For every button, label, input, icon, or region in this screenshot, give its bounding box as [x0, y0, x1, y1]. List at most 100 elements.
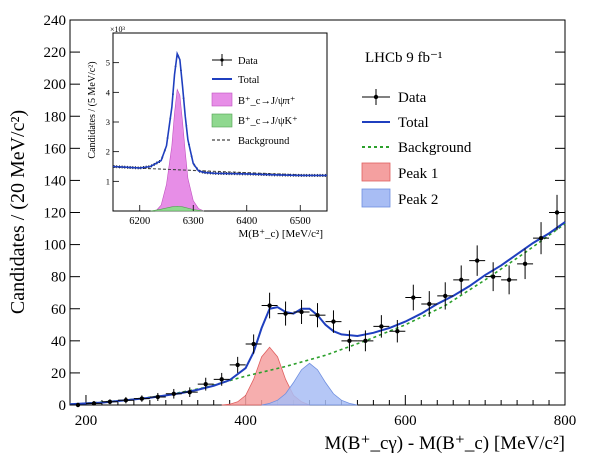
data-point: [469, 245, 486, 276]
data-point: [485, 262, 502, 292]
inset-lines: [112, 50, 328, 177]
y-tick-label: 60: [51, 302, 66, 318]
inset-total-line: [112, 50, 327, 177]
main-legend: Data Total Background Peak 1 Peak 2: [361, 89, 472, 208]
inset-legend-label-kaon: B⁺_c→J/ψK⁺: [238, 116, 298, 127]
data-point-marker: [299, 309, 304, 315]
legend-item-total: Total: [362, 115, 429, 131]
y-tick-label: 140: [44, 173, 67, 189]
data-point-marker: [123, 397, 129, 403]
data-point: [389, 319, 406, 343]
data-point: [373, 315, 390, 338]
x-tick-label: 600: [394, 413, 417, 429]
data-point: [341, 330, 358, 352]
lhcb-annotation: LHCb 9 fb⁻¹: [365, 50, 442, 66]
data-point-marker: [107, 399, 113, 404]
data-point-marker: [75, 402, 81, 408]
data-point-marker: [219, 377, 224, 382]
data-point: [277, 301, 294, 326]
main-data-points: [70, 194, 565, 408]
peak2-area: [261, 362, 358, 406]
x-tick-label: 400: [234, 413, 257, 429]
data-point: [501, 265, 518, 295]
data-point-marker: [235, 362, 240, 368]
data-point: [293, 299, 310, 324]
x-tick-label: 800: [554, 413, 577, 429]
data-point: [309, 303, 326, 328]
inset-background: [90, 25, 340, 250]
legend-label-peak2: Peak 2: [398, 192, 438, 208]
data-point-marker: [347, 338, 352, 344]
inset-y-tick-label: 4: [106, 87, 111, 97]
data-point: [517, 248, 534, 280]
data-point-marker: [522, 261, 528, 267]
legend-label-total: Total: [398, 115, 429, 131]
data-point-marker: [427, 301, 432, 307]
data-point: [405, 284, 422, 311]
legend-item-peak2: Peak 2: [361, 188, 438, 208]
y-tick-label: 180: [44, 109, 67, 125]
data-point: [85, 400, 102, 406]
data-point: [261, 292, 278, 319]
data-point-marker: [139, 396, 145, 401]
data-point-marker: [203, 381, 208, 387]
data-point-marker: [187, 389, 192, 395]
y-tick-label: 220: [44, 45, 67, 61]
y-tick-label: 80: [51, 270, 66, 286]
legend-label-background: Background: [398, 140, 472, 156]
data-point-marker: [490, 274, 496, 279]
legend-label-peak1: Peak 1: [398, 166, 438, 182]
data-point: [245, 334, 262, 354]
inset-x-tick-label: 6500: [290, 216, 311, 227]
data-point: [437, 282, 454, 310]
inset-legend-item-data: Data: [212, 54, 258, 67]
inset-kaon-area: [150, 205, 204, 212]
main-peak-fills: [221, 346, 358, 406]
data-point-marker: [91, 401, 97, 406]
data-point-marker: [379, 324, 384, 329]
data-point-marker: [251, 341, 256, 347]
inset-y-tick-label: 2: [106, 147, 110, 157]
inset-fills: [150, 88, 205, 212]
data-point: [149, 392, 166, 401]
inset-background-line: [112, 166, 328, 177]
y-tick-label: 200: [44, 77, 67, 93]
inset-signal-area: [155, 88, 205, 212]
inset-legend-label-signal: B⁺_c→J/ψπ⁺: [238, 96, 295, 107]
inset-legend-label-total: Total: [238, 75, 260, 86]
inset-legend-item-signal: B⁺_c→J/ψπ⁺: [211, 92, 295, 107]
data-point: [213, 372, 230, 386]
inset-x-tick-label: 6300: [183, 216, 204, 227]
inset-legend-label-background: Background: [238, 136, 290, 147]
data-point-marker: [171, 391, 176, 396]
data-point-marker: [538, 235, 544, 241]
inset-legend-item-kaon: B⁺_c→J/ψK⁺: [211, 113, 298, 128]
data-point-marker: [443, 293, 448, 299]
data-point-marker: [331, 319, 336, 324]
inset-y-multiplier: ×10³: [110, 25, 126, 34]
data-point-marker: [395, 329, 400, 334]
main-fit-lines: [69, 221, 566, 406]
inset-y-tick-label: 3: [106, 117, 110, 127]
y-tick-label: 120: [44, 206, 67, 222]
data-point-marker: [459, 277, 464, 283]
data-point: [549, 194, 565, 231]
data-point-marker: [554, 210, 560, 215]
data-point-marker: [155, 394, 161, 400]
inset-axes: 6200 6300 6400 6500 1 2 3 4 5: [106, 58, 311, 227]
data-point: [133, 395, 150, 402]
data-point: [197, 377, 214, 391]
main-axes: 0 20 40 60 80 100 120 140 160 180 200 220 240 200 400 6…: [44, 13, 577, 429]
data-point: [453, 265, 470, 295]
data-point-marker: [283, 311, 288, 316]
y-tick-label: 240: [44, 13, 67, 29]
x-tick-label: 200: [75, 413, 98, 429]
inset-y-tick-label: 1: [106, 176, 110, 186]
data-point-marker: [474, 258, 480, 263]
y-tick-label: 100: [44, 238, 67, 254]
y-tick-label: 0: [59, 398, 67, 414]
inset-legend-label-data: Data: [238, 56, 258, 67]
inset-x-tick-label: 6200: [129, 216, 150, 227]
y-tick-label: 40: [51, 334, 66, 350]
